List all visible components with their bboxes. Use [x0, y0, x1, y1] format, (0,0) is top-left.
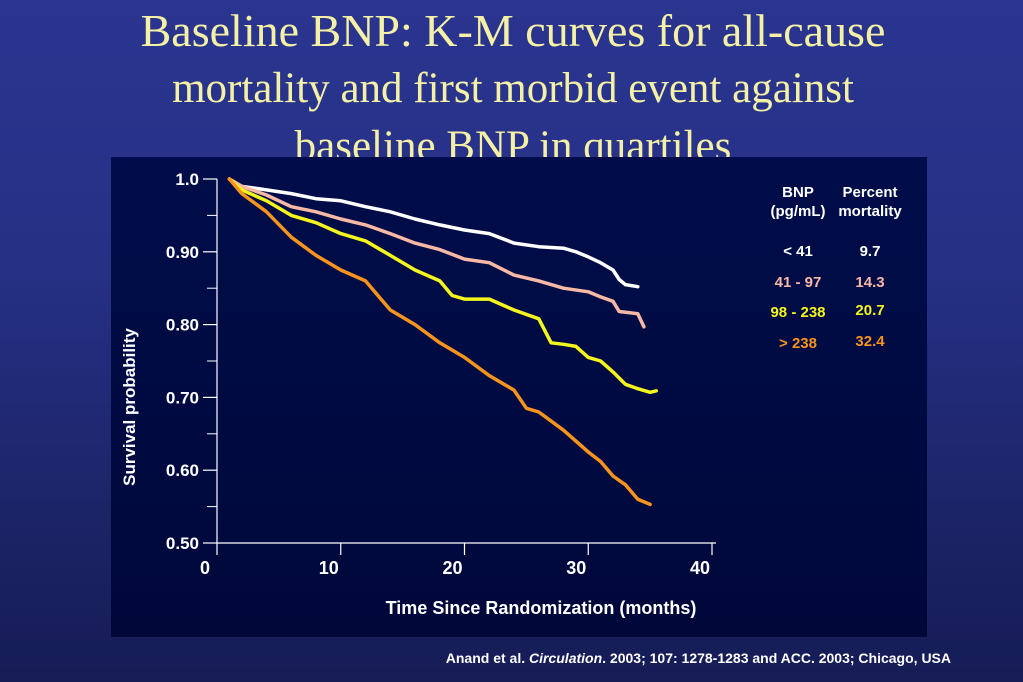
citation-journal: Circulation — [529, 650, 603, 666]
legend-header-bnp: BNP — [782, 184, 814, 201]
y-tick-label: 0.90 — [166, 243, 199, 262]
y-tick-label: 0.70 — [166, 388, 199, 407]
legend-mortality-value: 14.3 — [855, 274, 884, 291]
y-axis-label: Survival probability — [120, 328, 139, 486]
legend-mortality-value: 20.7 — [855, 302, 884, 319]
km-curve-series-2 — [227, 177, 646, 329]
x-tick-label: 10 — [319, 558, 339, 578]
y-tick-label: 0.60 — [166, 461, 199, 480]
legend-bnp-range: > 238 — [779, 335, 817, 352]
title-line-2: mortality and first morbid event against — [172, 65, 854, 112]
km-chart: 1.0 0.90 0.80 0.70 0.60 0.500 10 20 30 40 BNP (pg/… — [120, 170, 902, 618]
legend: BNP (pg/mL) Percent mortality < 41 9.7 41 - 97… — [770, 184, 902, 352]
x-tick-label: 20 — [442, 558, 462, 578]
curves — [227, 177, 659, 507]
axes: 1.0 0.90 0.80 0.70 0.60 0.500 10 20 30 40 — [166, 170, 716, 578]
y-tick-label: 1.0 — [175, 170, 199, 189]
x-tick-label: 30 — [566, 558, 586, 578]
km-curve-series-4 — [227, 177, 652, 507]
slide-title: Baseline BNP: K-M curves for all-cause m… — [40, 2, 986, 176]
km-curve-series-1 — [240, 184, 640, 289]
legend-header-percent: Percent — [842, 184, 897, 201]
legend-bnp-range: 41 - 97 — [775, 274, 822, 291]
y-tick-label: 0.50 — [166, 534, 199, 553]
x-tick-label: 0 — [200, 558, 210, 578]
chart-panel: 1.0 0.90 0.80 0.70 0.60 0.50 0 10 20 30 40 BNP (pg/… — [111, 157, 927, 637]
citation: Anand et al. Circulation. 2003; 107: 127… — [300, 650, 951, 666]
legend-mortality-value: 32.4 — [855, 333, 885, 350]
legend-header-mortality: mortality — [838, 203, 902, 220]
citation-authors: Anand et al. — [445, 650, 526, 666]
x-axis-label: Time Since Randomization (months) — [386, 598, 697, 618]
y-tick-label: 0.80 — [166, 316, 199, 335]
legend-mortality-value: 9.7 — [860, 243, 881, 260]
citation-details: . 2003; 107: 1278-1283 and ACC. 2003; Ch… — [602, 650, 951, 666]
km-curve-series-3 — [227, 177, 659, 395]
x-tick-label: 40 — [690, 558, 710, 578]
legend-header-bnp-unit: (pg/mL) — [771, 203, 826, 220]
legend-bnp-range: < 41 — [783, 243, 813, 260]
title-line-1: Baseline BNP: K-M curves for all-cause — [140, 5, 886, 56]
legend-bnp-range: 98 - 238 — [770, 304, 825, 321]
